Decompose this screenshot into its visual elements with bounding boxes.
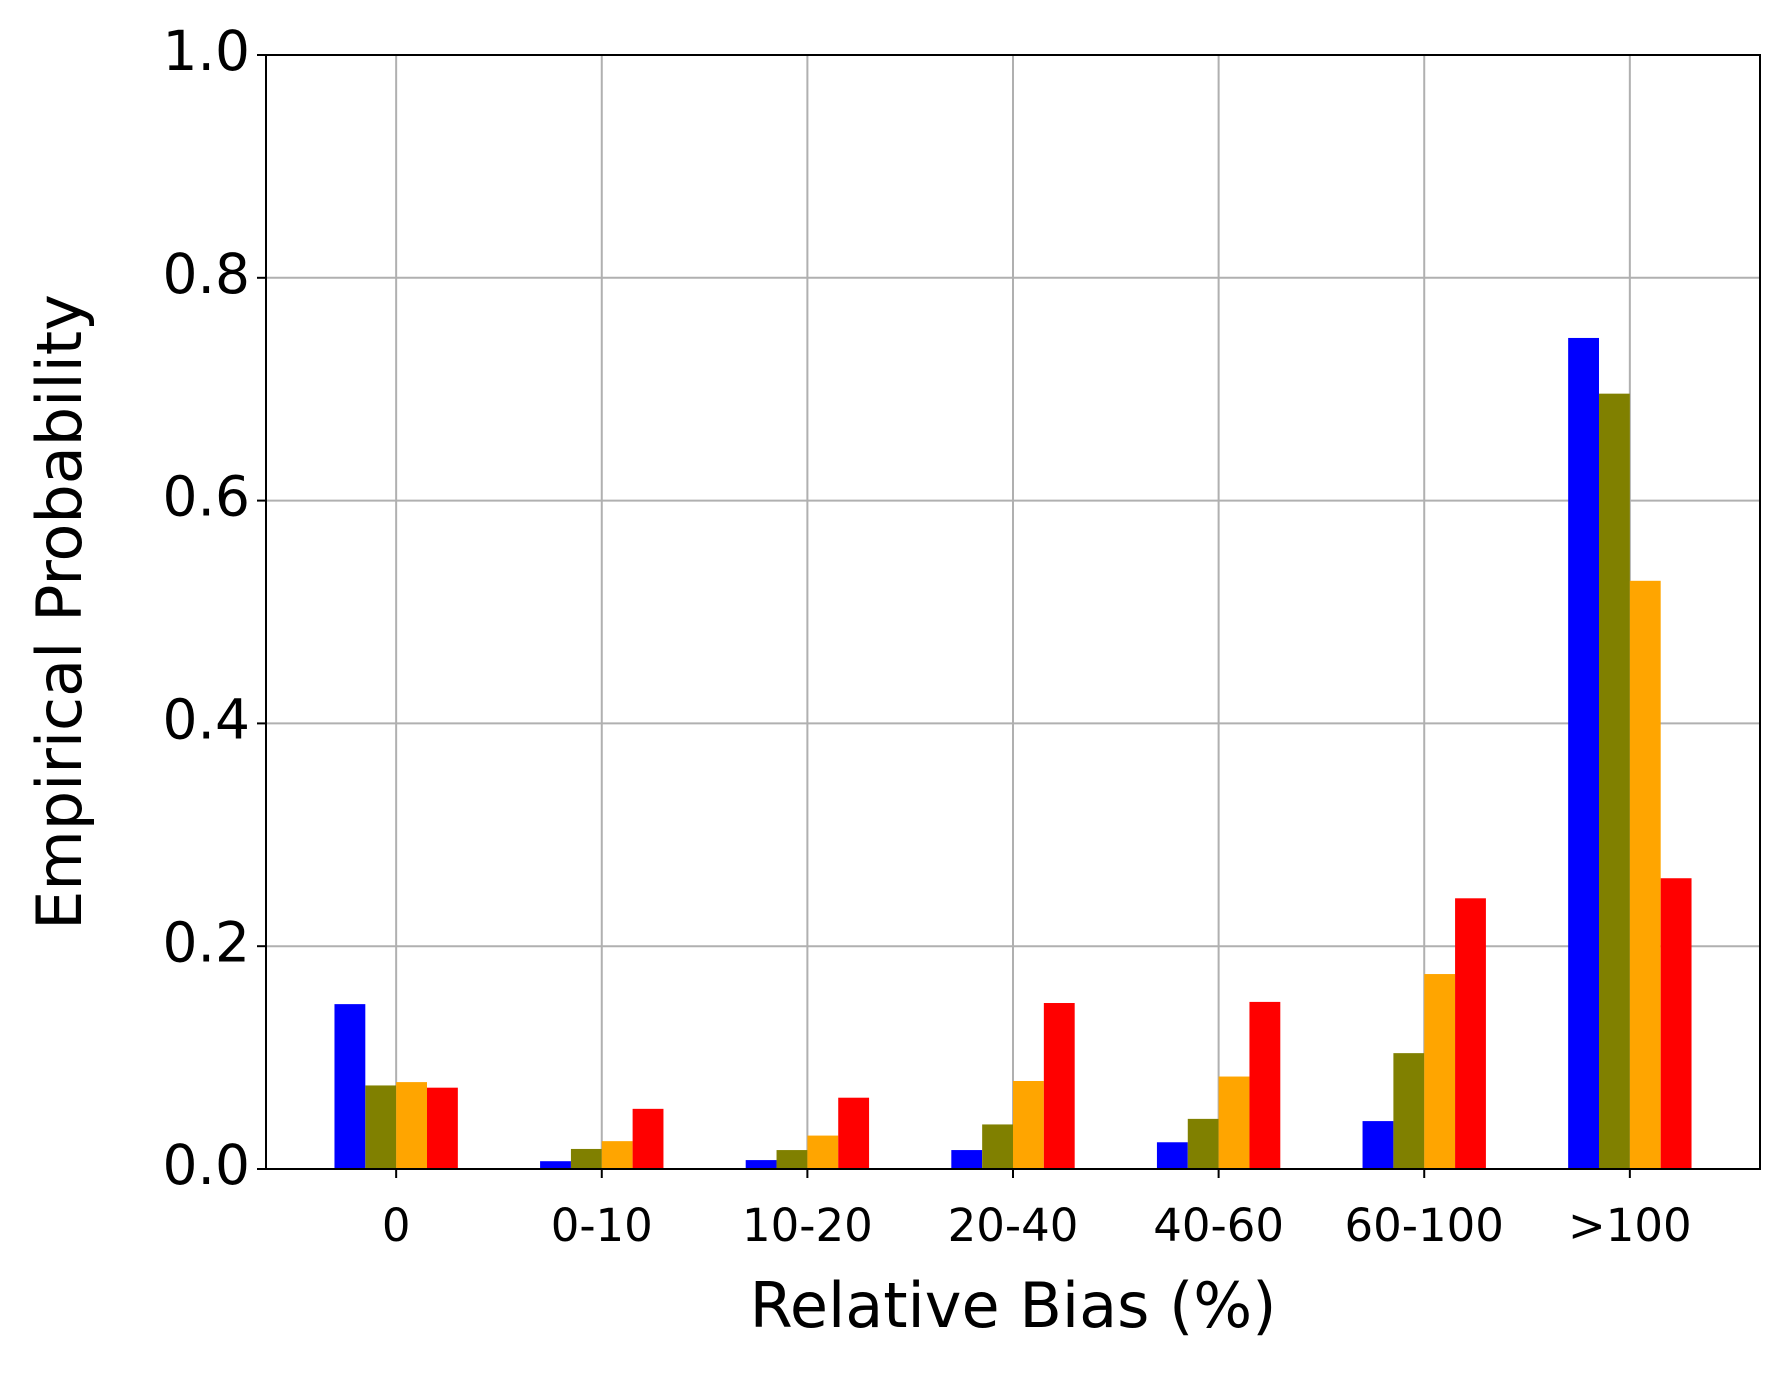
bar <box>1393 1053 1425 1169</box>
x-tick-label: >100 <box>1568 1199 1692 1252</box>
y-tick-label: 0.6 <box>163 465 250 529</box>
y-tick-label: 0.2 <box>163 910 250 974</box>
bar <box>1599 393 1630 1169</box>
x-tick-label: 0 <box>382 1199 411 1252</box>
bar <box>1568 337 1600 1169</box>
x-tick-label: 20-40 <box>948 1199 1079 1252</box>
bar <box>334 1004 366 1169</box>
bar <box>1187 1118 1219 1169</box>
plot-frame <box>265 54 1761 1170</box>
bar <box>1629 580 1661 1169</box>
bar <box>745 1160 777 1169</box>
bar <box>951 1150 983 1169</box>
x-axis-label: Relative Bias (%) <box>750 1269 1277 1342</box>
x-tick-label: 60-100 <box>1345 1199 1504 1252</box>
bar <box>776 1150 808 1169</box>
bar <box>1455 898 1486 1169</box>
bar <box>838 1097 870 1169</box>
bar <box>1043 1003 1075 1169</box>
x-tick-label: 40-60 <box>1153 1199 1284 1252</box>
bar <box>570 1148 602 1169</box>
y-tick-label: 1.0 <box>163 19 250 83</box>
bar <box>1362 1121 1394 1169</box>
bar <box>982 1124 1013 1169</box>
y-axis-label: Empirical Probability <box>23 294 96 930</box>
bar <box>365 1085 397 1169</box>
bar <box>540 1161 571 1169</box>
y-tick-label: 0.4 <box>163 688 250 752</box>
bar <box>1660 878 1692 1169</box>
bar <box>601 1141 633 1169</box>
bar <box>426 1087 458 1169</box>
y-tick-label: 0.8 <box>163 242 250 306</box>
bar <box>807 1135 839 1169</box>
y-tick-label: 0.0 <box>163 1133 250 1197</box>
bar <box>632 1108 664 1169</box>
x-tick-label: 0-10 <box>551 1199 653 1252</box>
bar <box>1013 1080 1044 1169</box>
bar <box>1218 1076 1250 1169</box>
bar <box>1424 974 1456 1169</box>
x-tick-label: 10-20 <box>742 1199 873 1252</box>
bar <box>396 1082 427 1169</box>
bar <box>1249 1001 1281 1169</box>
bar <box>1156 1142 1188 1169</box>
